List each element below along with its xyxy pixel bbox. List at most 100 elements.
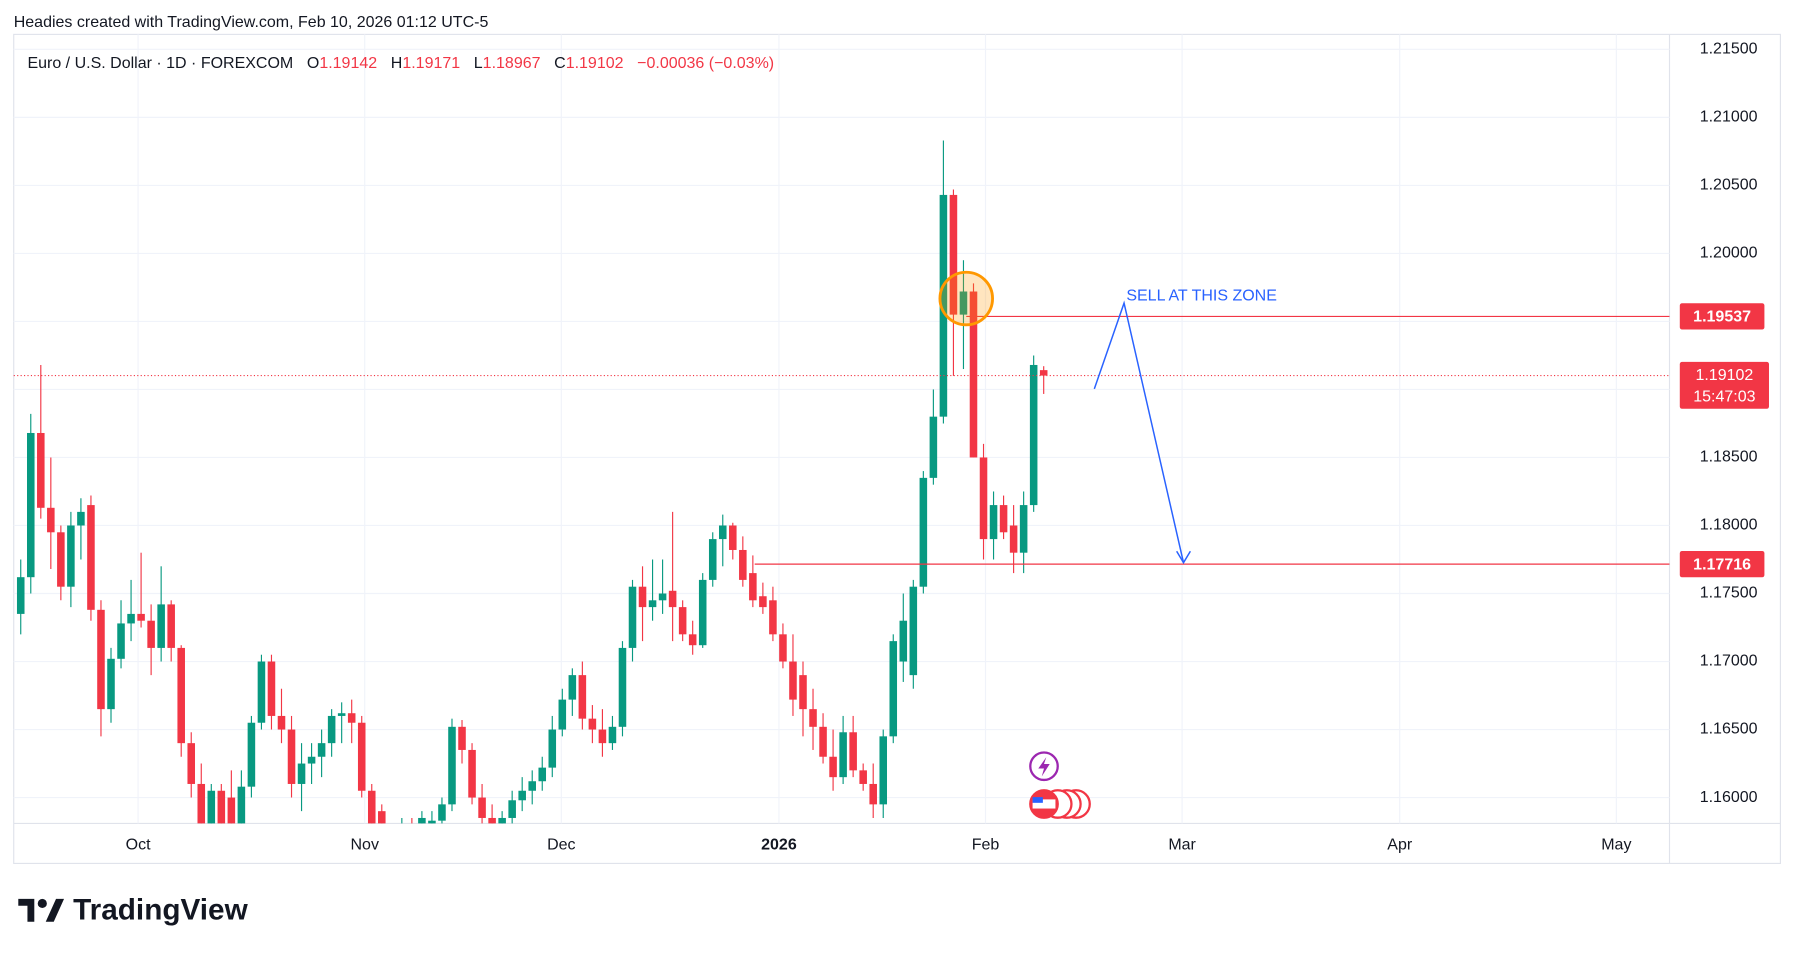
- candle-body: [879, 736, 888, 805]
- candle-body: [1029, 364, 1038, 506]
- candle-body: [297, 763, 306, 784]
- candle-body: [167, 604, 175, 648]
- event-bolt: [1038, 757, 1050, 777]
- candle-body: [287, 729, 296, 784]
- candle-body: [357, 722, 366, 791]
- last-price-label: 1.19102: [1695, 367, 1753, 384]
- level-label: 1.17716: [1693, 556, 1751, 573]
- candle-body: [1009, 525, 1018, 553]
- candle-body: [1039, 370, 1048, 376]
- candle-body: [819, 726, 827, 757]
- candle-body: [618, 647, 627, 727]
- ohlc-letter: C: [554, 55, 566, 72]
- symbol: Euro / U.S. Dollar · 1D · FOREXCOM: [27, 55, 293, 72]
- candle-body: [678, 607, 687, 635]
- x-tick-label: Dec: [547, 836, 575, 853]
- candle-body: [478, 797, 486, 818]
- candle-body: [929, 416, 938, 478]
- candle-body: [187, 743, 196, 784]
- x-tick-label: Nov: [351, 836, 379, 853]
- candle-body: [698, 579, 707, 646]
- candle-body: [247, 722, 256, 787]
- y-tick-label: 1.20000: [1700, 245, 1758, 262]
- candle-body: [267, 661, 276, 716]
- y-tick-label: 1.20500: [1700, 177, 1758, 194]
- flag-stripe: [1032, 799, 1056, 809]
- last-price-box: [1679, 361, 1769, 409]
- ohlc-letter: O: [307, 55, 319, 72]
- ohlc-letter: L: [474, 55, 483, 72]
- y-tick-label: 1.16500: [1700, 721, 1758, 738]
- y-tick-label: 1.16000: [1700, 789, 1758, 806]
- candle-body: [588, 718, 597, 730]
- candle-body: [157, 604, 165, 648]
- candle-body: [809, 709, 817, 727]
- candle-body: [16, 577, 25, 614]
- x-tick-label: Mar: [1168, 836, 1196, 853]
- candle-body: [327, 715, 336, 744]
- candle-body: [217, 790, 226, 824]
- candle-body: [518, 790, 526, 801]
- candle-body: [729, 525, 737, 550]
- candle-body: [598, 729, 607, 744]
- candle-body: [257, 661, 266, 723]
- logo-mark: [18, 898, 65, 922]
- candle-body: [578, 675, 587, 719]
- highlight-circle: [938, 270, 994, 327]
- x-tick-label: Feb: [972, 836, 1000, 853]
- candle-body: [498, 817, 506, 824]
- legend: Euro / U.S. Dollar · 1D · FOREXCOM O 1.19…: [27, 55, 774, 72]
- candle-body: [337, 713, 346, 716]
- y-tick-label: 1.18000: [1700, 517, 1758, 534]
- candle-body: [849, 732, 857, 771]
- candle-body: [137, 613, 145, 621]
- candle-body: [919, 477, 928, 587]
- candle-body: [378, 811, 386, 824]
- candle-body: [307, 756, 316, 764]
- arrow-head: [1176, 550, 1192, 565]
- level-label: 1.19537: [1693, 309, 1751, 326]
- logo: TradingView: [18, 893, 249, 926]
- candle-body: [869, 783, 877, 805]
- candle-body: [1019, 505, 1028, 553]
- candle-body: [688, 634, 697, 646]
- candle-body: [969, 291, 978, 458]
- candle-body: [708, 539, 717, 580]
- candle-body: [77, 511, 85, 526]
- candle-body: [317, 743, 326, 757]
- candle-body: [789, 661, 797, 700]
- candle-body: [538, 767, 547, 782]
- candle-body: [989, 505, 998, 540]
- candle-body: [408, 825, 416, 841]
- candle-body: [388, 832, 396, 839]
- flag-canton: [1032, 797, 1043, 803]
- candle-body: [207, 790, 216, 824]
- candle-body: [448, 726, 456, 805]
- candle-body: [668, 590, 677, 608]
- candle-body: [759, 596, 767, 608]
- candle-body: [648, 600, 657, 608]
- candle-body: [127, 613, 135, 624]
- candle-body: [107, 658, 115, 710]
- candle-body: [67, 525, 75, 587]
- candle-body: [398, 825, 406, 832]
- candle-body: [147, 620, 155, 648]
- candle-body: [638, 586, 647, 608]
- candles: [16, 140, 1048, 841]
- candle-body: [779, 634, 787, 662]
- candle-body: [227, 797, 236, 824]
- x-tick-label: May: [1601, 836, 1631, 853]
- candle-body: [909, 586, 918, 676]
- candle-body: [488, 817, 496, 824]
- level-label-box: [1679, 303, 1765, 330]
- candle-body: [739, 549, 747, 580]
- candle-body: [528, 781, 536, 791]
- high-value: 1.19171: [402, 55, 460, 72]
- candle-body: [197, 783, 206, 824]
- economic-events: [1029, 789, 1091, 819]
- candle-body: [458, 726, 466, 750]
- candle-body: [959, 291, 968, 315]
- candle-body: [237, 786, 246, 824]
- candle-body: [367, 790, 376, 824]
- candle-body: [117, 623, 125, 659]
